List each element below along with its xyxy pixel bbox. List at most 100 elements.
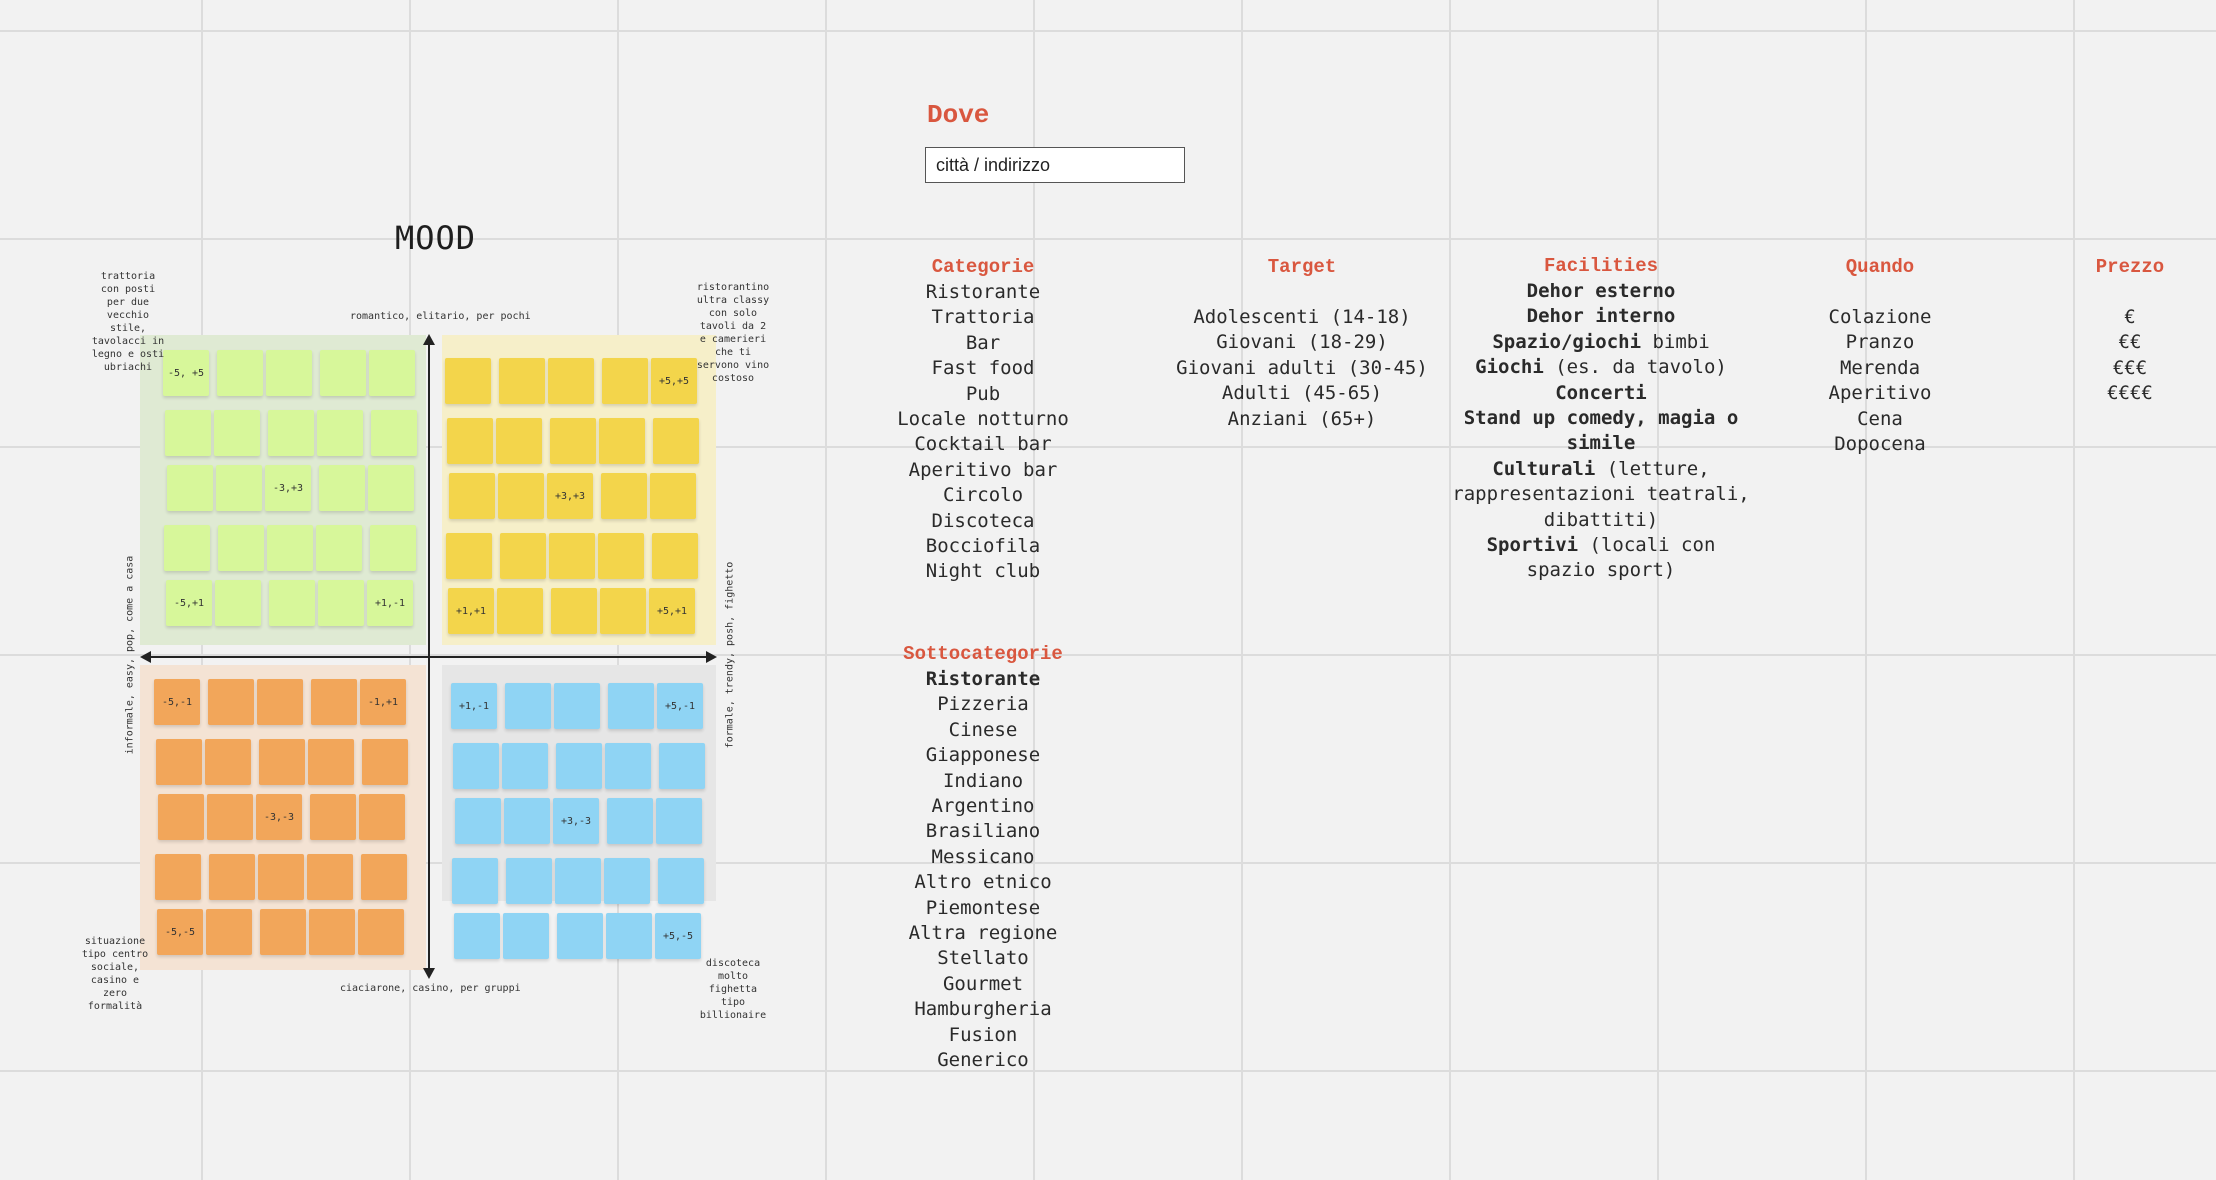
- sticky-note[interactable]: [311, 679, 357, 725]
- sticky-note[interactable]: [598, 533, 644, 579]
- sticky-note[interactable]: [656, 798, 702, 844]
- sticky-note[interactable]: [659, 743, 705, 789]
- sticky-note[interactable]: +5,+5: [651, 358, 697, 404]
- sticky-note[interactable]: [600, 588, 646, 634]
- sticky-note[interactable]: [308, 739, 354, 785]
- sottocategoria-item[interactable]: Cinese: [948, 718, 1018, 741]
- sticky-note[interactable]: [500, 533, 546, 579]
- target-item[interactable]: Giovani adulti (30-45): [1176, 356, 1428, 379]
- sticky-note[interactable]: [652, 533, 698, 579]
- sticky-note[interactable]: [309, 909, 355, 955]
- sticky-note[interactable]: [368, 465, 414, 511]
- sticky-note[interactable]: [206, 909, 252, 955]
- sticky-note[interactable]: [550, 418, 596, 464]
- sticky-note[interactable]: +3,-3: [553, 798, 599, 844]
- sticky-note[interactable]: [260, 909, 306, 955]
- sticky-note[interactable]: [268, 410, 314, 456]
- sticky-note[interactable]: [452, 858, 498, 904]
- sticky-note[interactable]: [155, 854, 201, 900]
- sticky-note[interactable]: -5, +5: [163, 350, 209, 396]
- sottocategoria-item[interactable]: Fusion: [948, 1023, 1018, 1046]
- sticky-note[interactable]: [209, 854, 255, 900]
- sticky-note[interactable]: [445, 358, 491, 404]
- target-item[interactable]: Giovani (18-29): [1216, 331, 1388, 354]
- sticky-note[interactable]: [496, 418, 542, 464]
- sticky-note[interactable]: [548, 358, 594, 404]
- sticky-note[interactable]: [310, 794, 356, 840]
- sticky-note[interactable]: [205, 739, 251, 785]
- sticky-note[interactable]: [362, 739, 408, 785]
- target-item[interactable]: Adolescenti (14-18): [1193, 306, 1411, 328]
- sticky-note[interactable]: -3,+3: [265, 465, 311, 511]
- sottocategoria-item[interactable]: Hamburgheria: [914, 998, 1052, 1021]
- prezzo-item[interactable]: €€€€: [2107, 382, 2153, 405]
- sticky-note[interactable]: [359, 794, 405, 840]
- categoria-item[interactable]: Cocktail bar: [914, 433, 1052, 456]
- sticky-note[interactable]: +5,+1: [649, 588, 695, 634]
- sticky-note[interactable]: [257, 679, 303, 725]
- sticky-note[interactable]: +1,-1: [451, 683, 497, 729]
- sottocategoria-item[interactable]: Messicano: [931, 845, 1035, 868]
- sottocategoria-item[interactable]: Indiano: [942, 769, 1024, 792]
- sticky-note[interactable]: -5,-1: [154, 679, 200, 725]
- prezzo-item[interactable]: €€: [2118, 331, 2142, 354]
- facility-concerti[interactable]: Concerti: [1451, 381, 1751, 406]
- sticky-note[interactable]: [358, 909, 404, 955]
- sticky-note[interactable]: [497, 588, 543, 634]
- categoria-item[interactable]: Aperitivo bar: [908, 458, 1058, 481]
- sticky-note[interactable]: [215, 580, 261, 626]
- sticky-note[interactable]: [499, 358, 545, 404]
- categoria-item[interactable]: Locale notturno: [897, 408, 1069, 431]
- quando-item[interactable]: Aperitivo: [1828, 382, 1932, 405]
- categoria-item[interactable]: Trattoria: [931, 306, 1035, 329]
- sticky-note[interactable]: +1,-1: [367, 580, 413, 626]
- sticky-note[interactable]: [259, 739, 305, 785]
- sticky-note[interactable]: +5,-5: [655, 913, 701, 959]
- quando-item[interactable]: Dopocena: [1834, 433, 1926, 456]
- sticky-note[interactable]: [164, 525, 210, 571]
- sticky-note[interactable]: [318, 580, 364, 626]
- sticky-note[interactable]: -5,+1: [166, 580, 212, 626]
- target-item[interactable]: Anziani (65+): [1227, 407, 1377, 430]
- sticky-note[interactable]: [214, 410, 260, 456]
- sticky-note[interactable]: [266, 350, 312, 396]
- sticky-note[interactable]: [605, 743, 651, 789]
- sticky-note[interactable]: [218, 525, 264, 571]
- categoria-item[interactable]: Night club: [925, 560, 1041, 583]
- quando-item[interactable]: Pranzo: [1845, 331, 1915, 354]
- sottocategoria-item[interactable]: Brasiliano: [925, 820, 1041, 843]
- facility-dehor-interno[interactable]: Dehor interno: [1451, 304, 1751, 329]
- categoria-item[interactable]: Bar: [965, 331, 1001, 354]
- sottocategoria-item[interactable]: Piemontese: [925, 896, 1041, 919]
- sticky-note[interactable]: [207, 794, 253, 840]
- sticky-note[interactable]: [455, 798, 501, 844]
- sticky-note[interactable]: -5,-5: [157, 909, 203, 955]
- sticky-note[interactable]: +3,+3: [547, 473, 593, 519]
- location-input[interactable]: [925, 147, 1185, 183]
- sticky-note[interactable]: -3,-3: [256, 794, 302, 840]
- sticky-note[interactable]: [307, 854, 353, 900]
- sticky-note[interactable]: [316, 525, 362, 571]
- sticky-note[interactable]: [369, 350, 415, 396]
- sottocategoria-item[interactable]: Generico: [937, 1049, 1029, 1072]
- quando-item[interactable]: Colazione: [1828, 306, 1932, 328]
- sticky-note[interactable]: [555, 858, 601, 904]
- sottocategoria-item[interactable]: Giapponese: [925, 744, 1041, 767]
- facility-dehor-esterno[interactable]: Dehor esterno: [1451, 279, 1751, 304]
- sticky-note[interactable]: [269, 580, 315, 626]
- sticky-note[interactable]: [607, 798, 653, 844]
- sottocategoria-item[interactable]: Gourmet: [942, 972, 1024, 995]
- facility-culturali[interactable]: Culturali (letture, rappresentazioni tea…: [1451, 457, 1751, 533]
- sottocategoria-item[interactable]: Argentino: [931, 795, 1035, 818]
- sottocategoria-item[interactable]: Altro etnico: [914, 871, 1052, 894]
- sticky-note[interactable]: [371, 410, 417, 456]
- sticky-note[interactable]: +5,-1: [657, 683, 703, 729]
- sticky-note[interactable]: [504, 798, 550, 844]
- sticky-note[interactable]: [453, 743, 499, 789]
- categoria-item[interactable]: Fast food: [931, 357, 1035, 380]
- sticky-note[interactable]: [447, 418, 493, 464]
- sticky-note[interactable]: [208, 679, 254, 725]
- sticky-note[interactable]: [158, 794, 204, 840]
- prezzo-item[interactable]: €€€: [2112, 356, 2148, 379]
- sottocategoria-item[interactable]: Stellato: [937, 947, 1029, 970]
